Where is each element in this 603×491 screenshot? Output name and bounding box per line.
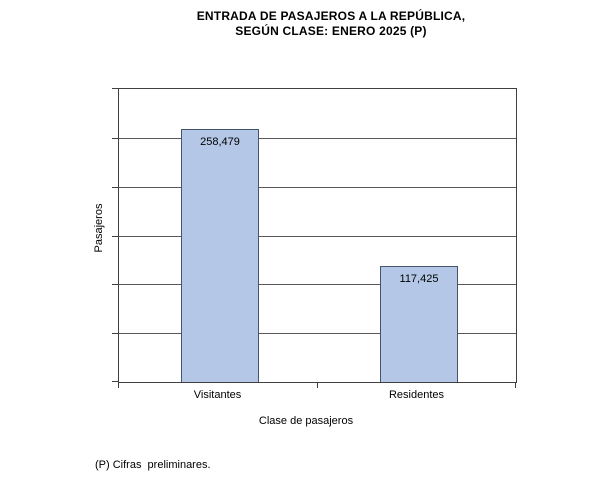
x-axis-tick — [317, 382, 318, 388]
chart-title: ENTRADA DE PASAJEROS A LA REPÚBLICA, SEG… — [61, 9, 601, 39]
y-axis-tick — [112, 284, 118, 286]
y-axis-tick — [112, 88, 118, 89]
gridline — [119, 235, 516, 237]
footnote: (P) Cifras preliminares. — [95, 459, 211, 471]
plot-area: 258,479 117,425 — [112, 88, 517, 388]
y-axis-title: Pasajeros — [93, 203, 105, 253]
x-axis-tick — [515, 382, 516, 388]
gridline — [119, 186, 516, 188]
x-axis-title: Clase de pasajeros — [258, 415, 354, 427]
x-category-label-visitantes: Visitantes — [193, 389, 242, 401]
gridline — [119, 284, 516, 286]
y-axis-tick — [112, 381, 118, 382]
y-axis-tick — [112, 137, 118, 139]
gridline — [119, 333, 516, 335]
y-axis-tick — [112, 333, 118, 335]
x-category-label-residentes: Residentes — [388, 389, 445, 401]
bar-value-label: 117,425 — [399, 273, 439, 285]
chart-title-line-1: ENTRADA DE PASAJEROS A LA REPÚBLICA, — [196, 9, 466, 23]
bar-residentes: 117,425 — [380, 266, 458, 382]
bar-visitantes: 258,479 — [181, 129, 259, 382]
chart-title-line-2: SEGÚN CLASE: ENERO 2025 (P) — [235, 24, 427, 38]
y-axis-tick — [112, 235, 118, 237]
y-axis-tick — [112, 186, 118, 188]
bar-value-label: 258,479 — [200, 136, 240, 148]
x-axis-tick — [118, 382, 119, 388]
gridline — [119, 137, 516, 139]
